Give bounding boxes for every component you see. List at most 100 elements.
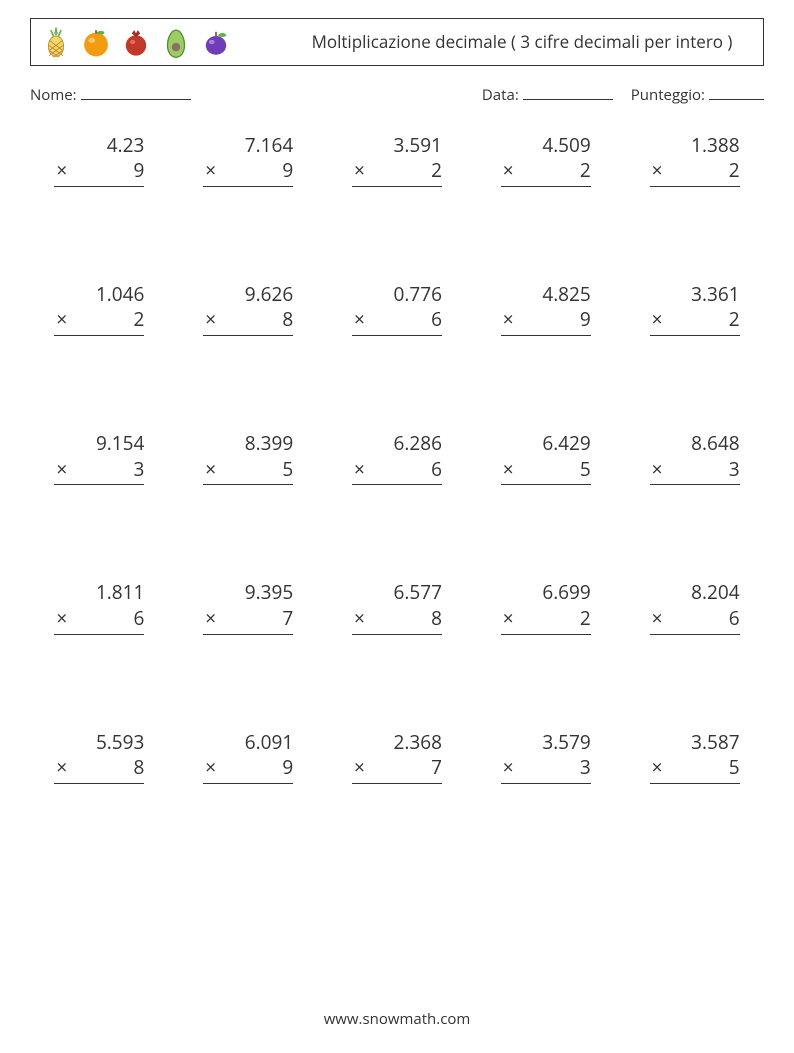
- operator-symbol: ×: [650, 307, 663, 333]
- operator-symbol: ×: [650, 755, 663, 781]
- multiplier-row: ×2: [501, 158, 591, 187]
- multiplier-row: ×3: [54, 457, 144, 486]
- multiplier: 2: [580, 606, 591, 632]
- multiplier: 2: [729, 307, 740, 333]
- multiplicand: 7.164: [203, 133, 293, 159]
- multiplication-stack: 9.154×3: [54, 431, 144, 485]
- problem: 1.811×6: [30, 580, 169, 634]
- operator-symbol: ×: [352, 457, 365, 483]
- multiplication-stack: 1.811×6: [54, 580, 144, 634]
- multiplier: 5: [282, 457, 293, 483]
- multiplier-row: ×6: [54, 606, 144, 635]
- multiplicand: 8.204: [650, 580, 740, 606]
- multiplicand: 3.587: [650, 730, 740, 756]
- multiplication-stack: 3.579×3: [501, 730, 591, 784]
- orange-icon: [79, 25, 113, 59]
- pineapple-icon: [39, 25, 73, 59]
- multiplier-row: ×8: [203, 307, 293, 336]
- operator-symbol: ×: [650, 606, 663, 632]
- multiplicand: 9.154: [54, 431, 144, 457]
- multiplier-row: ×2: [650, 158, 740, 187]
- multiplication-stack: 1.388×2: [650, 133, 740, 187]
- multiplication-stack: 3.591×2: [352, 133, 442, 187]
- score-blank[interactable]: [709, 82, 764, 100]
- operator-symbol: ×: [352, 755, 365, 781]
- multiplicand: 0.776: [352, 282, 442, 308]
- multiplicand: 4.825: [501, 282, 591, 308]
- problem: 3.361×2: [625, 282, 764, 336]
- problem: 2.368×7: [328, 730, 467, 784]
- multiplier-row: ×3: [650, 457, 740, 486]
- header-box: Moltiplicazione decimale ( 3 cifre decim…: [30, 18, 764, 66]
- multiplicand: 8.648: [650, 431, 740, 457]
- multiplication-stack: 7.164× 9: [203, 133, 293, 187]
- problem: 3.587×5: [625, 730, 764, 784]
- problem: 8.204×6: [625, 580, 764, 634]
- multiplication-stack: 5.593×8: [54, 730, 144, 784]
- meta-row: Nome: Data: Punteggio:: [30, 82, 764, 105]
- multiplier-row: ×7: [352, 755, 442, 784]
- multiplicand: 8.399: [203, 431, 293, 457]
- multiplication-stack: 6.577×8: [352, 580, 442, 634]
- multiplier: 6: [431, 307, 442, 333]
- multiplication-stack: 6.286×6: [352, 431, 442, 485]
- multiplicand: 6.286: [352, 431, 442, 457]
- multiplicand: 9.395: [203, 580, 293, 606]
- score-field: Punteggio:: [631, 82, 764, 105]
- multiplier-row: ×2: [650, 307, 740, 336]
- problem: 8.648×3: [625, 431, 764, 485]
- multiplication-stack: 4.509×2: [501, 133, 591, 187]
- multiplier-row: ×8: [352, 606, 442, 635]
- date-field: Data:: [482, 82, 613, 105]
- multiplicand: 1.388: [650, 133, 740, 159]
- problem: 9.626×8: [179, 282, 318, 336]
- name-blank[interactable]: [81, 82, 191, 100]
- multiplier: 9: [282, 158, 293, 184]
- problem: 6.091×9: [179, 730, 318, 784]
- multiplier-row: ×2: [501, 606, 591, 635]
- multiplication-stack: 3.587×5: [650, 730, 740, 784]
- operator-symbol: ×: [54, 457, 67, 483]
- fruit-row: [39, 25, 233, 59]
- multiplier: 3: [729, 457, 740, 483]
- multiplication-stack: 1.046×2: [54, 282, 144, 336]
- multiplication-stack: 8.648×3: [650, 431, 740, 485]
- multiplier: 8: [134, 755, 145, 781]
- multiplicand: 3.361: [650, 282, 740, 308]
- multiplication-stack: 4.825×9: [501, 282, 591, 336]
- problem: 6.429×5: [476, 431, 615, 485]
- multiplicand: 3.579: [501, 730, 591, 756]
- multiplier-row: ×5: [650, 755, 740, 784]
- multiplication-stack: 6.699×2: [501, 580, 591, 634]
- problems-grid: 4.23×97.164×93.591×24.509×21.388×21.046×…: [30, 133, 764, 784]
- multiplicand: 4.509: [501, 133, 591, 159]
- operator-symbol: ×: [501, 158, 514, 184]
- problem: 8.399×5: [179, 431, 318, 485]
- multiplier: 5: [729, 755, 740, 781]
- footer-url: www.snowmath.com: [0, 1009, 794, 1029]
- operator-symbol: ×: [650, 457, 663, 483]
- problem: 9.395×7: [179, 580, 318, 634]
- operator-symbol: ×: [203, 158, 216, 184]
- problem: 9.154×3: [30, 431, 169, 485]
- problem: 4.23×9: [30, 133, 169, 187]
- operator-symbol: ×: [501, 606, 514, 632]
- operator-symbol: ×: [650, 158, 663, 184]
- multiplier-row: ×5: [203, 457, 293, 486]
- multiplicand: 2.368: [352, 730, 442, 756]
- operator-symbol: ×: [54, 158, 67, 184]
- multiplier-row: ×6: [650, 606, 740, 635]
- date-blank[interactable]: [523, 82, 613, 100]
- multiplier: 9: [282, 755, 293, 781]
- multiplier-row: ×9: [54, 158, 144, 187]
- multiplier-row: ×3: [501, 755, 591, 784]
- operator-symbol: ×: [352, 606, 365, 632]
- multiplier-row: ×6: [352, 307, 442, 336]
- multiplicand: 6.429: [501, 431, 591, 457]
- multiplication-stack: 2.368×7: [352, 730, 442, 784]
- multiplication-stack: 6.429×5: [501, 431, 591, 485]
- multiplication-stack: 0.776×6: [352, 282, 442, 336]
- operator-symbol: ×: [203, 307, 216, 333]
- multiplication-stack: 8.204×6: [650, 580, 740, 634]
- multiplier-row: ×9: [501, 307, 591, 336]
